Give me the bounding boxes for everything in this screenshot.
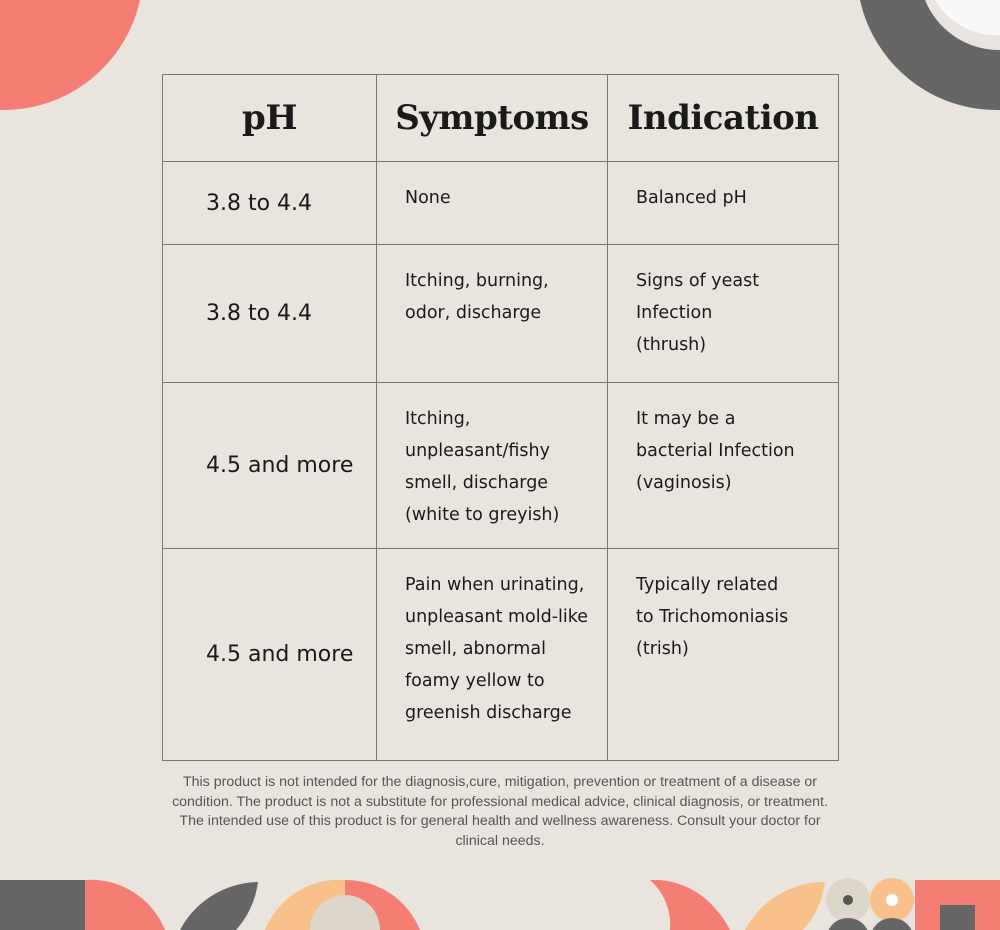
indication-cell: It may be a bacterial Infection (vaginos… [607, 382, 839, 549]
charcoal-ring-top-right [860, 0, 1000, 111]
disclaimer-text: This product is not intended for the dia… [172, 774, 828, 849]
symptoms-line: (white to greyish) [405, 505, 560, 525]
indication-line: to Trichomoniasis [636, 607, 789, 627]
symptoms-cell: None [376, 161, 608, 245]
table-header-row: pH Symptoms Indication [162, 74, 839, 162]
symptoms-line: Itching, burning, [405, 271, 549, 291]
indication-line: Balanced pH [636, 188, 747, 208]
indication-line: (thrush) [636, 335, 707, 355]
white-arc-top-right [935, 0, 1000, 36]
ph-value: 3.8 to 4.4 [162, 244, 377, 383]
indication-cell: Signs of yeast Infection (thrush) [607, 244, 839, 383]
indication-line: (vaginosis) [636, 473, 732, 493]
indication-line: Infection [636, 303, 713, 323]
symptoms-cell: Itching, burning, odor, discharge [376, 244, 608, 383]
indication-line: It may be a [636, 409, 736, 429]
symptoms-line: foamy yellow to [405, 671, 545, 691]
symptoms-line: Pain when urinating, [405, 575, 585, 595]
coral-quarter-bottom [85, 879, 165, 930]
charcoal-dot-bottom-3 [828, 918, 868, 930]
indication-line: Typically related [636, 575, 779, 595]
dark-center-dot-1 [843, 895, 853, 905]
header-symptoms: Symptoms [376, 74, 608, 162]
table-row: 3.8 to 4.4 None Balanced pH [162, 161, 839, 245]
symptoms-line: None [405, 188, 451, 208]
symptoms-line: unpleasant/fishy [405, 441, 550, 461]
symptoms-line: odor, discharge [405, 303, 542, 323]
symptoms-line: unpleasant mold-like [405, 607, 589, 627]
symptoms-cell: Itching, unpleasant/fishy smell, dischar… [376, 382, 608, 549]
symptoms-line: Itching, [405, 409, 471, 429]
coral-leaf-bottom-right-2 [650, 879, 728, 930]
header-indication: Indication [607, 74, 839, 162]
charcoal-leaf-bottom [180, 882, 258, 930]
indication-cell: Typically related to Trichomoniasis (tri… [607, 548, 839, 761]
peach-leaf-bottom-right [745, 881, 825, 930]
symptoms-line: smell, abnormal [405, 639, 546, 659]
indication-line: bacterial Infection [636, 441, 795, 461]
charcoal-block-bottom [0, 880, 85, 930]
table-row: 4.5 and more Itching, unpleasant/fishy s… [162, 382, 839, 549]
charcoal-square-bottom-right [940, 905, 975, 930]
cream-inner-bottom [310, 895, 380, 930]
symptoms-line: smell, discharge [405, 473, 549, 493]
symptoms-line: greenish discharge [405, 703, 572, 723]
coral-semicircle-top-left [0, 0, 140, 111]
ph-value: 4.5 and more [162, 548, 377, 761]
table-row: 3.8 to 4.4 Itching, burning, odor, disch… [162, 244, 839, 383]
ph-value: 4.5 and more [162, 382, 377, 549]
header-ph: pH [162, 74, 377, 162]
white-center-dot-2 [886, 894, 898, 906]
indication-line: Signs of yeast [636, 271, 760, 291]
symptoms-cell: Pain when urinating, unpleasant mold-lik… [376, 548, 608, 761]
table-row: 4.5 and more Pain when urinating, unplea… [162, 548, 839, 761]
ph-symptoms-table: pH Symptoms Indication 3.8 to 4.4 None B… [162, 74, 839, 761]
charcoal-dot-bottom-4 [872, 918, 912, 930]
indication-line: (trish) [636, 639, 689, 659]
indication-cell: Balanced pH [607, 161, 839, 245]
ph-value: 3.8 to 4.4 [162, 161, 377, 245]
